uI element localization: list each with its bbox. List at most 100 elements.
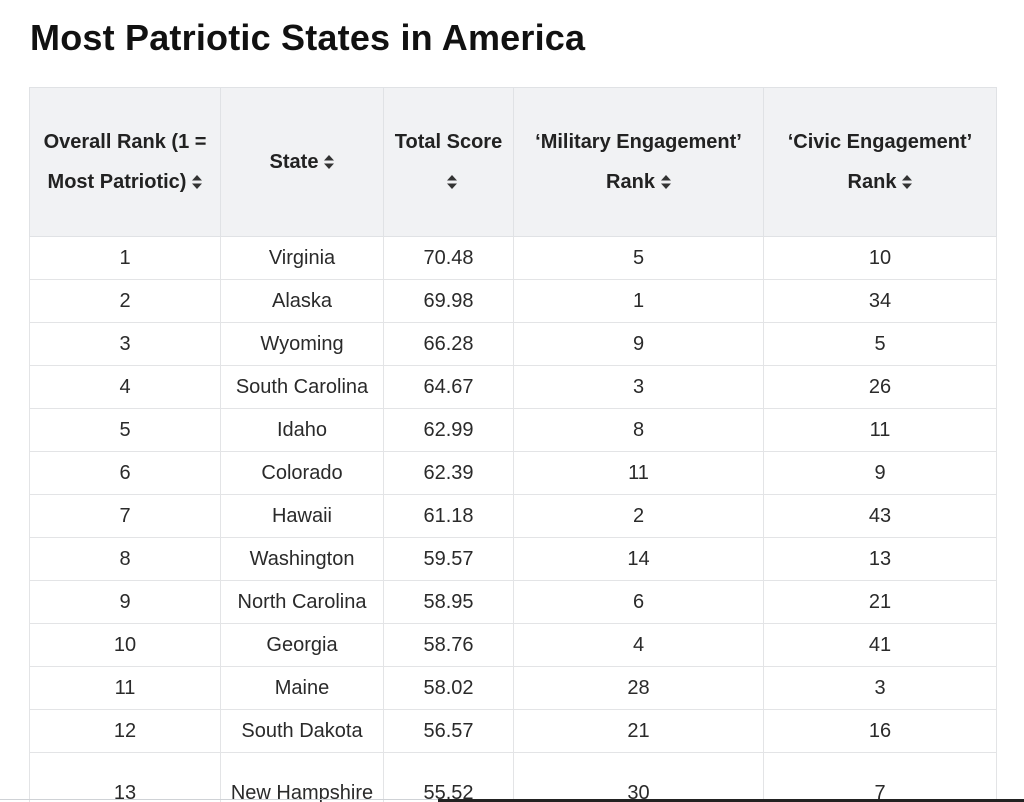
cell-military-rank: 21 [513, 709, 764, 753]
table-row: 12 South Dakota 56.57 21 16 [29, 709, 997, 753]
cell-total-score: 62.99 [383, 408, 514, 452]
cell-state: Hawaii [220, 494, 384, 538]
table-row: 10 Georgia 58.76 4 41 [29, 623, 997, 667]
table-row: 11 Maine 58.02 28 3 [29, 666, 997, 710]
cell-state: New Hampshire [220, 752, 384, 802]
cell-total-score: 58.76 [383, 623, 514, 667]
cell-state: North Carolina [220, 580, 384, 624]
sort-icon[interactable] [660, 175, 671, 189]
cell-military-rank: 11 [513, 451, 764, 495]
cell-state: South Carolina [220, 365, 384, 409]
cell-total-score: 55.52 [383, 752, 514, 802]
cell-military-rank: 2 [513, 494, 764, 538]
cell-rank: 7 [29, 494, 221, 538]
scroll-divider [438, 799, 1024, 802]
cell-civic-rank: 43 [763, 494, 997, 538]
cell-state: Georgia [220, 623, 384, 667]
table-row: 2 Alaska 69.98 1 34 [29, 279, 997, 323]
cell-military-rank: 5 [513, 236, 764, 280]
header-military-rank[interactable]: ‘Military Engagement’ Rank [513, 87, 764, 237]
cell-total-score: 61.18 [383, 494, 514, 538]
cell-civic-rank: 34 [763, 279, 997, 323]
cell-total-score: 69.98 [383, 279, 514, 323]
table-body: 1 Virginia 70.48 5 10 2 Alaska 69.98 1 34 3 Wyoming… [29, 236, 997, 802]
sort-icon[interactable] [446, 175, 457, 189]
sort-icon[interactable] [324, 155, 335, 169]
cell-military-rank: 9 [513, 322, 764, 366]
table-row: 3 Wyoming 66.28 9 5 [29, 322, 997, 366]
cell-military-rank: 28 [513, 666, 764, 710]
cell-civic-rank: 21 [763, 580, 997, 624]
cell-state: Alaska [220, 279, 384, 323]
cell-total-score: 58.02 [383, 666, 514, 710]
cell-civic-rank: 5 [763, 322, 997, 366]
cell-total-score: 70.48 [383, 236, 514, 280]
header-label: Overall Rank (1 = Most Patriotic) [43, 131, 207, 193]
divider [0, 799, 438, 800]
cell-rank: 12 [29, 709, 221, 753]
cell-total-score: 58.95 [383, 580, 514, 624]
cell-state: South Dakota [220, 709, 384, 753]
header-label: State [269, 151, 319, 173]
cell-rank: 9 [29, 580, 221, 624]
header-civic-rank[interactable]: ‘Civic Engagement’ Rank [763, 87, 997, 237]
cell-military-rank: 3 [513, 365, 764, 409]
table-row: 5 Idaho 62.99 8 11 [29, 408, 997, 452]
cell-state: Virginia [220, 236, 384, 280]
cell-total-score: 62.39 [383, 451, 514, 495]
sort-icon[interactable] [192, 175, 203, 189]
cell-civic-rank: 7 [763, 752, 997, 802]
cell-military-rank: 30 [513, 752, 764, 802]
cell-civic-rank: 41 [763, 623, 997, 667]
cell-total-score: 59.57 [383, 537, 514, 581]
header-label: ‘Military Engagement’ Rank [535, 131, 742, 193]
cell-military-rank: 4 [513, 623, 764, 667]
sort-icon[interactable] [902, 175, 913, 189]
cell-rank: 2 [29, 279, 221, 323]
table-row: 1 Virginia 70.48 5 10 [29, 236, 997, 280]
header-overall-rank[interactable]: Overall Rank (1 = Most Patriotic) [29, 87, 221, 237]
cell-military-rank: 6 [513, 580, 764, 624]
cell-total-score: 64.67 [383, 365, 514, 409]
cell-rank: 4 [29, 365, 221, 409]
cell-state: Maine [220, 666, 384, 710]
table-row: 8 Washington 59.57 14 13 [29, 537, 997, 581]
patriotic-states-table: Overall Rank (1 = Most Patriotic) State To… [29, 87, 997, 802]
cell-total-score: 56.57 [383, 709, 514, 753]
cell-rank: 6 [29, 451, 221, 495]
cell-state: Colorado [220, 451, 384, 495]
header-total-score[interactable]: Total Score [383, 87, 514, 237]
cell-total-score: 66.28 [383, 322, 514, 366]
table-row: 13 New Hampshire 55.52 30 7 [29, 752, 997, 802]
cell-military-rank: 1 [513, 279, 764, 323]
cell-military-rank: 8 [513, 408, 764, 452]
cell-rank: 1 [29, 236, 221, 280]
cell-civic-rank: 9 [763, 451, 997, 495]
table-row: 7 Hawaii 61.18 2 43 [29, 494, 997, 538]
page-title: Most Patriotic States in America [30, 17, 586, 58]
table-header-row: Overall Rank (1 = Most Patriotic) State To… [29, 87, 997, 237]
cell-rank: 5 [29, 408, 221, 452]
cell-rank: 3 [29, 322, 221, 366]
cell-state: Wyoming [220, 322, 384, 366]
table-row: 6 Colorado 62.39 11 9 [29, 451, 997, 495]
table-row: 9 North Carolina 58.95 6 21 [29, 580, 997, 624]
cell-state: Idaho [220, 408, 384, 452]
cell-rank: 10 [29, 623, 221, 667]
header-label: Total Score [394, 131, 503, 153]
cell-civic-rank: 16 [763, 709, 997, 753]
table-row: 4 South Carolina 64.67 3 26 [29, 365, 997, 409]
cell-rank: 8 [29, 537, 221, 581]
cell-civic-rank: 26 [763, 365, 997, 409]
cell-civic-rank: 11 [763, 408, 997, 452]
cell-military-rank: 14 [513, 537, 764, 581]
cell-civic-rank: 3 [763, 666, 997, 710]
cell-civic-rank: 13 [763, 537, 997, 581]
cell-civic-rank: 10 [763, 236, 997, 280]
header-state[interactable]: State [220, 87, 384, 237]
cell-rank: 11 [29, 666, 221, 710]
header-label: ‘Civic Engagement’ Rank [787, 131, 973, 193]
cell-rank: 13 [29, 752, 221, 802]
cell-state: Washington [220, 537, 384, 581]
